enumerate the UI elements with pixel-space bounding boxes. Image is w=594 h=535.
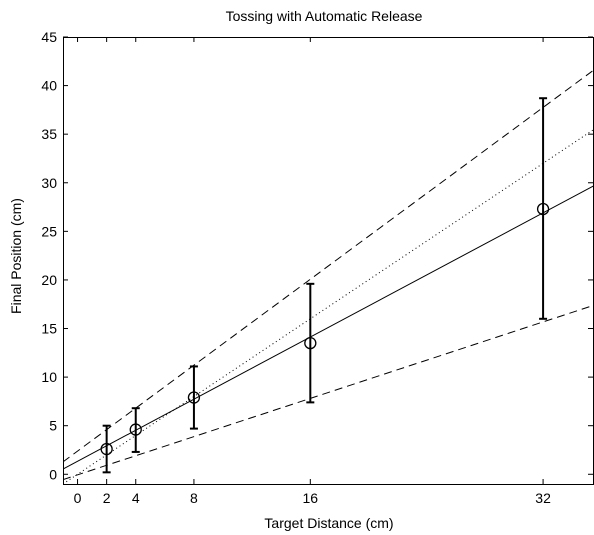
data-points xyxy=(100,202,550,456)
y-tick-label: 0 xyxy=(49,466,57,482)
data-point-1 xyxy=(129,423,142,436)
y-axis-label: Final Position (cm) xyxy=(8,198,24,314)
x-tick-label: 32 xyxy=(535,490,551,506)
errorbar-3 xyxy=(306,282,315,404)
x-axis-ticks: 0 2 4 8 16 32 xyxy=(74,37,551,506)
x-tick-label: 0 xyxy=(74,490,82,506)
plot-area-frame xyxy=(63,37,594,485)
data-point-0 xyxy=(100,442,113,456)
y-tick-label: 40 xyxy=(41,78,57,94)
solid-line-0 xyxy=(63,185,594,470)
x-tick-label: 4 xyxy=(132,490,140,506)
y-tick-label: 15 xyxy=(41,321,57,337)
x-axis-label: Target Distance (cm) xyxy=(264,515,393,531)
reference-lines xyxy=(63,69,594,484)
y-tick-label: 35 xyxy=(41,126,57,142)
y-axis-ticks: 0 5 10 15 20 25 30 35 40 45 xyxy=(41,29,593,482)
data-point-2 xyxy=(187,391,201,404)
errorbar-0 xyxy=(102,424,111,474)
data-point-3 xyxy=(304,336,317,350)
dashed-line-2 xyxy=(63,69,594,463)
data-point-4 xyxy=(536,202,550,216)
x-tick-label: 8 xyxy=(190,490,198,506)
errorbar-1 xyxy=(131,407,140,453)
y-tick-label: 20 xyxy=(41,272,57,288)
x-tick-label: 16 xyxy=(303,490,319,506)
x-tick-label: 2 xyxy=(103,490,111,506)
chart-title: Tossing with Automatic Release xyxy=(226,8,423,24)
errorbar-4 xyxy=(539,97,548,320)
y-tick-label: 25 xyxy=(41,223,57,239)
dashed-line-3 xyxy=(63,304,594,481)
errorbar-2 xyxy=(189,365,198,430)
y-tick-label: 45 xyxy=(41,29,57,45)
error-bars xyxy=(102,97,548,474)
y-tick-label: 30 xyxy=(41,175,57,191)
y-tick-label: 10 xyxy=(41,369,57,385)
dotted-line-1 xyxy=(63,128,594,484)
y-tick-label: 5 xyxy=(49,418,57,434)
